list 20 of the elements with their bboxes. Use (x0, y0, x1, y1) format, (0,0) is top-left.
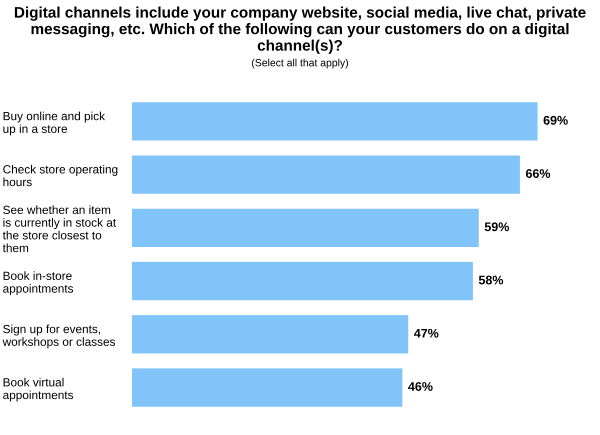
bar (132, 208, 479, 248)
data-label: 46% (408, 382, 433, 391)
data-label: 47% (414, 328, 438, 338)
y-tick-label: Check store operating hours (3, 164, 118, 186)
data-label: 59% (484, 222, 510, 232)
bar (132, 102, 538, 141)
data-label: 58% (478, 276, 504, 284)
bar (132, 368, 402, 407)
bar (132, 315, 408, 354)
y-tick-label: See whether an item is currently in stock at the store closest to them (2, 205, 116, 252)
y-tick-label: Book in-store appointments (3, 271, 74, 296)
y-tick-label: Sign up for events, workshops or classes (2, 324, 116, 348)
bar (132, 155, 520, 194)
data-label: 69% (544, 116, 568, 125)
chart-title: Digital channels include your company website, social media, live chat, private messaging, etc. Which of the following can your customers do on a digital channel(s)? (14, 6, 586, 54)
y-tick-label: Book virtual appointments (3, 378, 74, 402)
y-tick-label: Buy online and pick up in a store (3, 112, 106, 136)
chart-subtitle: (Select all that apply) (252, 58, 348, 68)
bar (132, 262, 473, 300)
data-label: 66% (526, 169, 550, 178)
